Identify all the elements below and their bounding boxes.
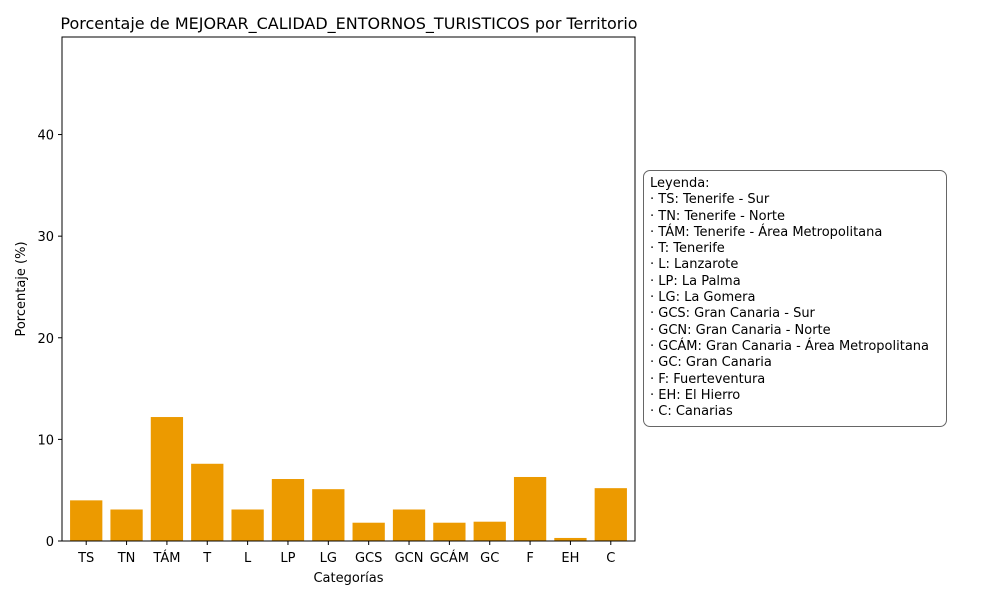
bars-layer (70, 417, 627, 541)
bar (554, 537, 587, 541)
legend-item: · T: Tenerife (650, 241, 725, 257)
legend-item: · EH: El Hierro (650, 387, 741, 403)
x-tick-label: EH (561, 551, 579, 566)
bar (513, 476, 547, 541)
y-tick-label: 0 (46, 535, 54, 550)
legend-item: · TS: Tenerife - Sur (650, 192, 770, 208)
legend-item: · GC: Gran Canaria (650, 355, 772, 371)
bar (271, 479, 305, 541)
bar (352, 522, 385, 541)
x-tick-label: TÁM (152, 550, 180, 566)
x-tick-label: GCS (355, 551, 382, 566)
x-tick-label: F (526, 551, 533, 566)
y-axis-label: Porcentaje (%) (14, 241, 29, 336)
bar (433, 522, 466, 541)
x-tick-label: TS (77, 551, 94, 566)
x-tick-label: L (244, 551, 252, 566)
bar (191, 463, 224, 541)
legend-item: · TN: Tenerife - Norte (650, 208, 786, 224)
legend-item: · C: Canarias (650, 404, 733, 420)
legend-items: · TS: Tenerife - Sur · TN: Tenerife - Nor… (650, 192, 946, 420)
legend-item: · LP: La Palma (650, 273, 741, 289)
legend-box: Leyenda: · TS: Tenerife - Sur · TN: Tener… (643, 170, 947, 428)
y-tick-label: 20 (37, 332, 54, 347)
bar (150, 417, 184, 541)
bar (594, 488, 627, 541)
y-tick-label: 30 (37, 230, 54, 245)
legend-item: · L: Lanzarote (650, 257, 739, 273)
x-tick-label: T (202, 551, 211, 566)
legend-item: · GCÁM: Gran Canaria - Área Metropolitan… (650, 338, 929, 354)
legend-title: Leyenda: (650, 176, 710, 191)
chart-title: Porcentaje de MEJORAR_CALIDAD_ENTORNOS_T… (60, 14, 637, 34)
x-tick-label: C (606, 551, 615, 566)
y-tick-label: 10 (37, 433, 54, 448)
bar (473, 521, 506, 541)
plot-frame (61, 36, 636, 542)
legend-item: · GCS: Gran Canaria - Sur (650, 306, 815, 322)
x-axis: TS TN TÁM T L LP LG GCS GCN GCÁM GC F EH C (77, 541, 615, 566)
x-tick-label: TN (117, 551, 136, 566)
bar (110, 509, 143, 541)
legend-item: · TÁM: Tenerife - Área Metropolitana (650, 224, 883, 240)
y-axis: 0 10 20 30 40 (37, 129, 62, 550)
x-tick-label: GCÁM (430, 550, 469, 566)
bar (392, 509, 426, 541)
legend-item: · F: Fuerteventura (650, 371, 766, 387)
bar (231, 509, 264, 541)
x-tick-label: LG (320, 551, 337, 566)
x-tick-label: LP (280, 551, 295, 566)
y-tick-label: 40 (37, 129, 54, 144)
bar (312, 489, 345, 541)
bar (70, 500, 103, 541)
x-axis-label: Categorías (313, 571, 383, 586)
x-tick-label: GC (480, 551, 499, 566)
legend-item: · LG: La Gomera (650, 290, 756, 306)
legend-item: · GCN: Gran Canaria - Norte (650, 322, 831, 338)
x-tick-label: GCN (395, 551, 424, 566)
